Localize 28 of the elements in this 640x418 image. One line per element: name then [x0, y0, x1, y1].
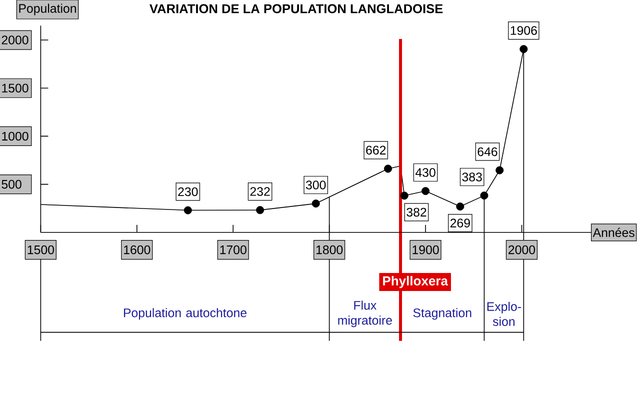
data-label: 230 — [178, 187, 198, 196]
data-label: 383 — [462, 172, 482, 182]
ref-line-label: Phylloxera — [383, 276, 448, 288]
data-label: 430 — [415, 168, 436, 177]
data-label: 269 — [450, 218, 470, 228]
x-axis-title: Années — [592, 228, 634, 238]
data-label: 662 — [366, 146, 386, 155]
x-tick-label: 1600 — [124, 245, 150, 254]
data-label: 646 — [478, 147, 498, 156]
x-tick-label: 1900 — [412, 245, 439, 254]
y-tick-label: 2000 — [2, 36, 28, 44]
data-label: 382 — [406, 208, 426, 217]
data-label: 1906 — [510, 26, 537, 35]
x-tick-label: 1800 — [316, 245, 343, 254]
text: Stagnation — [413, 308, 472, 320]
y-tick-label: 1500 — [2, 84, 28, 93]
x-tick-label: 2000 — [508, 245, 536, 254]
text: Population autochtone — [124, 308, 246, 320]
x-tick-label: 1500 — [28, 245, 54, 254]
chart-title: VARIATION DE LA POPULATION LANGLADOISE — [150, 4, 443, 14]
data-label: 232 — [250, 187, 270, 196]
y-axis-title: Population — [19, 4, 76, 16]
y-tick-label: 1000 — [2, 132, 28, 141]
text: Explo-sion — [487, 302, 521, 326]
y-tick-label: 500 — [2, 180, 22, 189]
data-label: 300 — [306, 180, 326, 190]
text: Flux migratoire — [338, 300, 392, 328]
x-tick-label: 1700 — [220, 245, 246, 254]
